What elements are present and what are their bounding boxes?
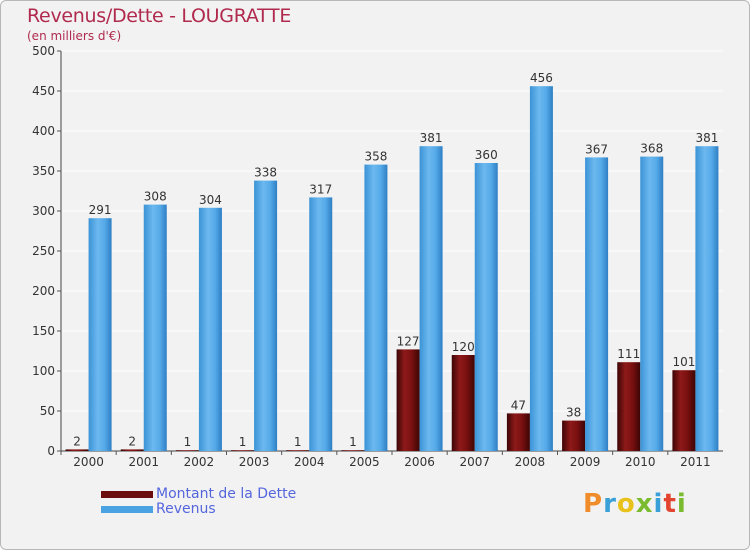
data-label-dette: 101: [672, 355, 695, 369]
data-label-revenus: 368: [640, 142, 663, 156]
data-label-revenus: 381: [695, 131, 718, 145]
legend-swatch-revenus: [101, 506, 153, 513]
legend-swatch-dette: [101, 491, 153, 498]
bar-revenus: [585, 157, 609, 451]
data-label-dette: 1: [239, 435, 247, 449]
logo-letter: t: [663, 489, 677, 519]
data-label-revenus: 304: [199, 193, 222, 207]
data-label-dette: 1: [184, 435, 192, 449]
x-tick-label: 2008: [515, 455, 546, 469]
bar-dette: [451, 355, 475, 451]
data-label-dette: 120: [452, 340, 475, 354]
y-tick-label: 350: [32, 164, 55, 178]
y-tick-label: 150: [32, 324, 55, 338]
bar-dette: [231, 450, 255, 451]
x-tick-label: 2004: [294, 455, 325, 469]
chart-subtitle: (en milliers d'€): [27, 29, 122, 43]
y-tick-label: 50: [40, 404, 55, 418]
data-label-dette: 1: [349, 435, 357, 449]
bar-dette: [341, 450, 365, 451]
x-tick-label: 2003: [239, 455, 270, 469]
y-tick-label: 250: [32, 244, 55, 258]
data-label-dette: 1: [294, 435, 302, 449]
logo-letter: r: [603, 489, 617, 519]
bar-dette: [672, 370, 696, 451]
x-tick-label: 2007: [459, 455, 490, 469]
x-tick-label: 2001: [128, 455, 159, 469]
x-tick-label: 2009: [570, 455, 601, 469]
legend-label-revenus: Revenus: [156, 501, 216, 517]
bar-dette: [65, 449, 89, 451]
bar-revenus: [640, 156, 664, 451]
data-label-dette: 111: [617, 347, 640, 361]
data-label-dette: 47: [511, 398, 526, 412]
logo-letter: P: [583, 489, 604, 519]
data-label-revenus: 360: [475, 148, 498, 162]
bar-dette: [286, 450, 310, 451]
x-tick-label: 2005: [349, 455, 380, 469]
x-tick-label: 2000: [73, 455, 104, 469]
bar-revenus: [474, 163, 498, 451]
y-tick-label: 100: [32, 364, 55, 378]
bar-dette: [617, 362, 641, 451]
chart-title: Revenus/Dette - LOUGRATTE: [27, 5, 292, 27]
y-tick-label: 400: [32, 124, 55, 138]
data-label-revenus: 381: [420, 131, 443, 145]
bar-revenus: [309, 197, 333, 451]
x-tick-label: 2006: [404, 455, 435, 469]
bar-revenus: [88, 218, 112, 451]
y-tick-label: 450: [32, 84, 55, 98]
legend-label-dette: Montant de la Dette: [156, 486, 297, 502]
data-label-revenus: 358: [364, 150, 387, 164]
data-label-dette: 38: [566, 406, 581, 420]
data-label-revenus: 367: [585, 142, 608, 156]
data-label-revenus: 456: [530, 71, 553, 85]
data-label-dette: 2: [128, 434, 136, 448]
bar-revenus: [529, 86, 553, 451]
bar-dette: [120, 449, 144, 451]
x-tick-label: 2011: [680, 455, 711, 469]
y-tick-label: 0: [47, 444, 55, 458]
bar-revenus: [254, 180, 278, 451]
y-tick-label: 200: [32, 284, 55, 298]
y-tick-label: 500: [32, 44, 55, 58]
x-tick-label: 2010: [625, 455, 656, 469]
y-tick-label: 300: [32, 204, 55, 218]
data-label-dette: 127: [397, 334, 420, 348]
data-label-dette: 2: [73, 434, 81, 448]
data-label-revenus: 338: [254, 166, 277, 180]
logo-letter: i: [653, 489, 664, 519]
data-label-revenus: 308: [144, 190, 167, 204]
bar-revenus: [143, 204, 167, 451]
bar-dette: [562, 420, 586, 451]
x-tick-label: 2002: [184, 455, 215, 469]
bar-dette: [175, 450, 199, 451]
bar-revenus: [364, 164, 388, 451]
logo-letter: o: [616, 489, 636, 519]
bar-dette: [396, 349, 420, 451]
data-label-revenus: 317: [309, 182, 332, 196]
bar-revenus: [419, 146, 443, 451]
bar-dette: [506, 413, 530, 451]
bar-revenus: [198, 207, 222, 451]
bar-revenus: [695, 146, 719, 451]
proxiti-logo: Proxiti: [583, 489, 687, 519]
logo-letter: x: [635, 489, 654, 519]
data-label-revenus: 291: [89, 203, 112, 217]
logo-letter: i: [676, 489, 687, 519]
